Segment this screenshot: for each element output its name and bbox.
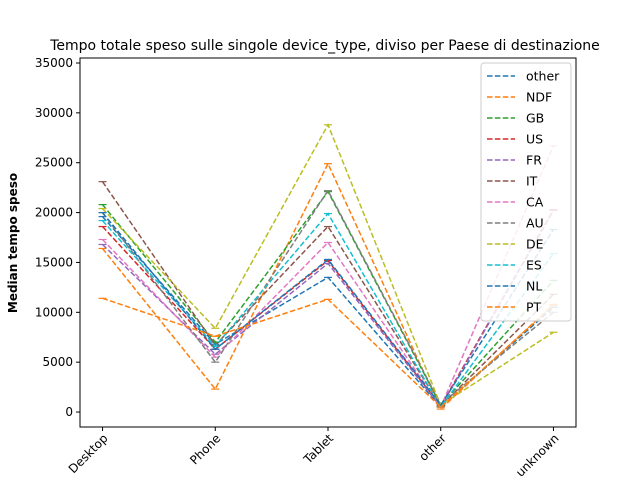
series-line (101, 145, 555, 409)
legend-label: FR (526, 153, 542, 168)
legend-label: US (526, 132, 543, 147)
legend-item: CA (487, 195, 544, 210)
legend-label: IT (526, 174, 538, 189)
y-tick-label: 5000 (42, 355, 73, 369)
legend-item: IT (487, 174, 538, 189)
y-tick-label: 15000 (35, 255, 73, 269)
x-tick-label: Desktop (66, 431, 111, 476)
x-tick-label: Tablet (300, 431, 336, 467)
x-tick-label: Phone (187, 431, 223, 467)
y-tick-label: 20000 (35, 206, 73, 220)
series-line (101, 181, 555, 408)
legend-label: NL (526, 279, 542, 294)
legend-item: ES (487, 258, 542, 273)
legend-label: ES (526, 258, 542, 273)
legend-label: DE (526, 237, 544, 252)
legend-box (480, 62, 572, 322)
legend-item: NDF (487, 90, 552, 105)
legend-item: GB (487, 111, 544, 126)
legend-item: DE (487, 237, 544, 252)
legend-label: GB (526, 111, 544, 126)
legend-label: PT (526, 300, 542, 315)
legend-item: AU (487, 216, 544, 231)
x-tick-label: other (416, 431, 449, 464)
legend-item: US (487, 132, 543, 147)
legend-label: CA (526, 195, 544, 210)
legend: other NDF GB US FR IT CA AU DE ES NL PT (480, 62, 572, 322)
legend-label: other (526, 69, 560, 84)
legend-label: AU (526, 216, 544, 231)
x-tick-label: unknown (513, 431, 561, 479)
y-tick-label: 35000 (35, 56, 73, 70)
y-axis-label: Median tempo speso (6, 173, 20, 313)
chart-title: Tempo totale speso sulle singole device_… (49, 38, 600, 54)
legend-item: other (487, 69, 560, 84)
legend-item: FR (487, 153, 542, 168)
series-lines (98, 123, 558, 411)
legend-label: NDF (526, 90, 552, 105)
y-tick-label: 0 (65, 405, 73, 419)
y-tick-label: 25000 (35, 156, 73, 170)
legend-item: NL (487, 279, 542, 294)
legend-item: PT (487, 300, 542, 315)
y-tick-label: 10000 (35, 305, 73, 319)
y-tick-label: 30000 (35, 106, 73, 120)
